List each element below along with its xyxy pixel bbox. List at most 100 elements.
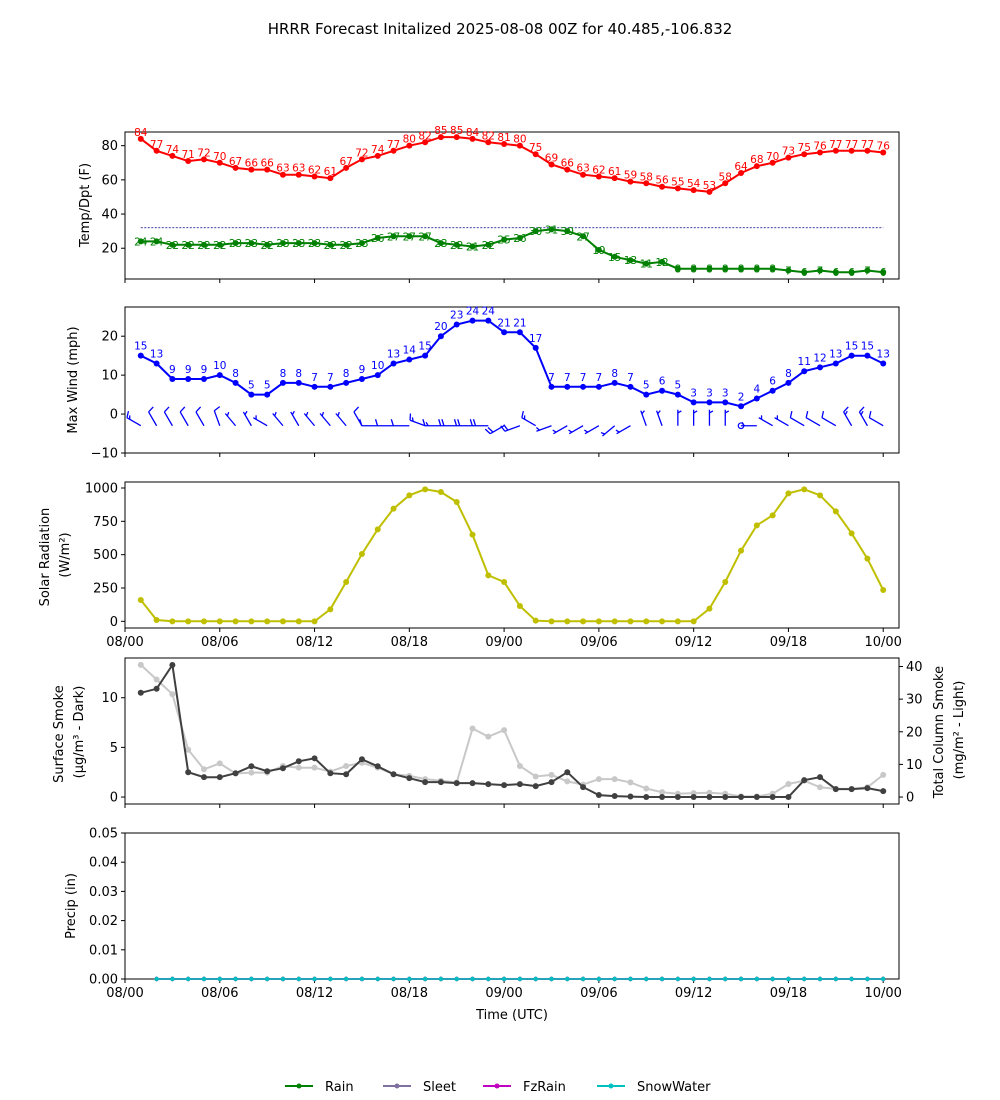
temp-label-43: 76 (813, 141, 827, 153)
wind-point-46 (864, 352, 871, 359)
legend-item-rain: Rain (285, 1080, 354, 1095)
wind-barb-3 (179, 406, 189, 427)
precip-axes (124, 832, 900, 980)
precip-xtick-label-4: 09/00 (485, 986, 522, 1001)
column-smoke-point-4 (200, 766, 207, 773)
column-smoke-point-3 (185, 746, 192, 753)
dewpoint-label-15: 26 (371, 233, 385, 245)
temp-label-9: 63 (276, 163, 289, 175)
wind-point-43 (817, 364, 824, 371)
solar-ytick-0: 0 (110, 615, 125, 630)
solar-xtick-label-group: 09/18 (770, 635, 807, 650)
wind-barb-29 (583, 425, 600, 435)
temp-point-9 (279, 171, 286, 178)
solar-point-41 (785, 490, 792, 497)
temp-point-18 (422, 139, 429, 146)
snowwater-point-5 (233, 976, 238, 982)
precip-ytick-label: 0.01 (89, 943, 118, 958)
precip-ytick-2: 0.02 (89, 914, 125, 929)
barb-feather (805, 410, 809, 418)
dewpoint-label-13: 22 (339, 240, 352, 252)
snowwater-point-12 (343, 976, 349, 982)
column-smoke-point-1 (153, 676, 160, 683)
solar-point-15 (374, 526, 381, 533)
barb-feather (359, 419, 363, 426)
wind-label-45: 15 (845, 341, 858, 353)
dewpoint-label-44: 6 (832, 267, 839, 279)
surface-smoke-point-0 (137, 689, 144, 696)
barb-staff (821, 417, 837, 427)
legend-label-rain: Rain (325, 1080, 354, 1095)
surface-smoke-point-12 (327, 770, 334, 777)
surface-smoke-point-45 (848, 786, 855, 793)
solar-ytick-label: 0 (110, 615, 118, 630)
barb-feather (615, 429, 620, 433)
wind-point-20 (453, 321, 460, 328)
wind-point-38 (738, 403, 745, 410)
smoke-ylabel: Surface Smoke (μg/m³ - Dark) (52, 681, 87, 783)
solar-ytick-4: 1000 (85, 482, 125, 497)
solar-xtick-label-group: 08/06 (201, 635, 238, 650)
solar-ytick-label: 750 (93, 515, 118, 530)
column-smoke-point-23 (501, 727, 508, 734)
surface-smoke-point-46 (864, 785, 871, 792)
wind-label-10: 8 (295, 368, 302, 380)
solar-point-47 (880, 587, 887, 593)
solar-point-3 (185, 618, 192, 625)
dewpoint-label-43: 7 (817, 265, 824, 277)
barb-staff (584, 425, 600, 435)
solar-point-4 (200, 618, 207, 625)
snowwater-point-44 (849, 976, 854, 982)
solar-ytick-label: 250 (93, 582, 118, 597)
legend-swatch-marker (394, 1083, 400, 1089)
wind-point-30 (611, 379, 618, 386)
solar-point-46 (864, 555, 871, 562)
solar-point-20 (453, 499, 460, 505)
dewpoint-point-5 (216, 241, 223, 248)
temp-point-10 (295, 171, 302, 178)
temp-point-34 (674, 185, 681, 192)
snowwater-point-25 (549, 976, 554, 982)
surface-smoke-point-43 (817, 774, 824, 781)
barb-feather (226, 411, 230, 417)
solar-axes (124, 481, 900, 629)
barb-feather (535, 427, 540, 431)
surface-smoke-point-14 (358, 756, 365, 763)
temp-ytick-0: 20 (101, 242, 125, 257)
dewpoint-label-1: 24 (150, 236, 164, 248)
wind-label-8: 5 (264, 380, 271, 392)
temp-point-31 (627, 178, 634, 185)
temp-ytick-label: 60 (101, 173, 118, 188)
snowwater-point-32 (659, 976, 665, 982)
wind-point-13 (343, 379, 350, 386)
barb-staff (758, 417, 773, 427)
wind-label-3: 9 (185, 364, 192, 376)
dewpoint-label-42: 6 (801, 267, 808, 279)
surface-smoke-point-1 (153, 685, 160, 692)
dewpoint-point-29 (595, 246, 602, 253)
wind-ytick-label: 10 (101, 369, 118, 384)
wind-barb-43 (805, 410, 821, 427)
temp-ylabel: Temp/Dpt (F) (78, 163, 93, 248)
barb-feather (568, 429, 573, 433)
column-smoke-point-5 (216, 760, 223, 767)
wind-point-21 (469, 317, 476, 324)
solar-point-24 (516, 603, 523, 609)
dewpoint-point-1 (153, 238, 160, 245)
dewpoint-label-26: 31 (545, 224, 558, 236)
temp-point-33 (659, 183, 666, 190)
dewpoint-point-45 (848, 269, 855, 276)
wind-barb-12 (319, 411, 331, 427)
precip-xtick-label-7: 09/18 (770, 986, 807, 1001)
barb-staff (224, 413, 237, 427)
smoke-ylabel-line1: Surface Smoke (52, 685, 67, 783)
temp-point-27 (564, 166, 571, 173)
dewpoint-label-0: 24 (134, 236, 148, 248)
barb-staff (553, 425, 568, 435)
wind-point-10 (295, 379, 302, 386)
legend-item-snowwater: SnowWater (597, 1080, 711, 1095)
wind-label-33: 6 (659, 376, 666, 388)
dewpoint-label-18: 27 (418, 231, 431, 243)
temp-point-40 (769, 159, 776, 166)
